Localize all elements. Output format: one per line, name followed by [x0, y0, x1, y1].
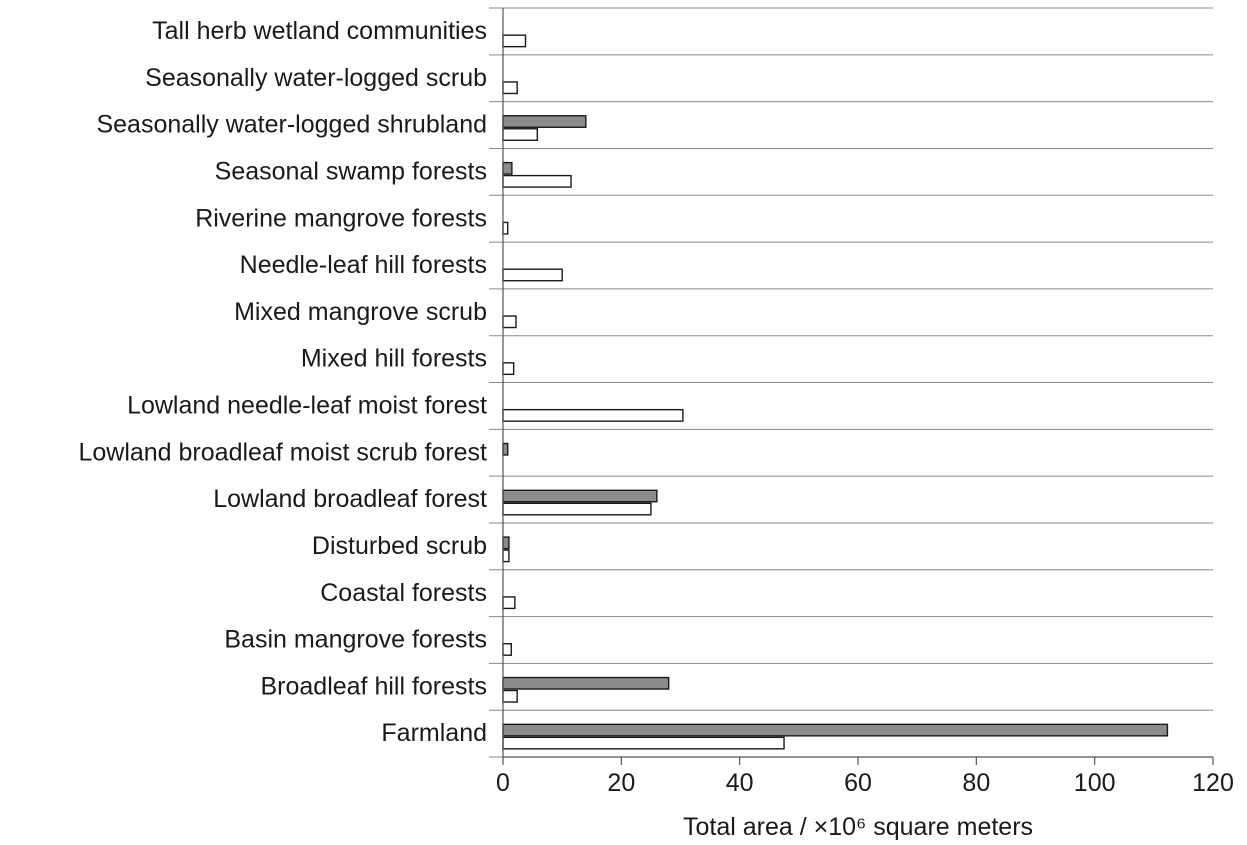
x-tick-label: 60: [844, 769, 872, 797]
category-label: Mixed hill forests: [301, 345, 487, 373]
bar-series-2: [502, 502, 652, 516]
row-separators: [489, 7, 1213, 758]
category-label: Basin mangrove forests: [224, 626, 487, 654]
x-axis-title: Total area / ×10⁶ square meters: [683, 813, 1033, 841]
category-labels: Tall herb wetland communities Seasonally …: [78, 17, 487, 747]
bar-series-2: [502, 549, 510, 563]
bar-series-2: [502, 362, 515, 376]
category-label: Mixed mangrove scrub: [234, 298, 487, 326]
bar-series-2: [502, 268, 563, 282]
bar-series-2: [502, 174, 572, 188]
category-label: Lowland needle-leaf moist forest: [127, 392, 487, 420]
category-label: Disturbed scrub: [312, 532, 487, 560]
category-label: Seasonal swamp forests: [215, 157, 487, 185]
bars: [502, 34, 1169, 750]
category-label: Seasonally water-logged scrub: [145, 64, 487, 92]
bar-series-2: [502, 408, 684, 422]
bar-series-2: [502, 34, 527, 48]
bar-series-2: [502, 81, 518, 95]
bar-series-2: [502, 689, 518, 703]
category-label: Farmland: [381, 719, 487, 747]
category-label: Needle-leaf hill forests: [240, 251, 487, 279]
bar-series-2: [502, 128, 539, 141]
bar-series-1: [502, 115, 587, 128]
bar-series-2: [502, 643, 512, 656]
category-label: Lowland broadleaf forest: [213, 485, 487, 513]
x-tick-label: 20: [607, 769, 635, 797]
bar-series-1: [502, 536, 510, 550]
bar-series-1: [502, 723, 1169, 737]
category-label: Seasonally water-logged shrubland: [96, 111, 487, 139]
bar-series-2: [502, 221, 509, 235]
category-label: Lowland broadleaf moist scrub forest: [78, 438, 487, 466]
bar-series-2: [502, 315, 517, 329]
bar-series-1: [502, 442, 509, 456]
bar-series-2: [502, 736, 785, 750]
bar-series-1: [502, 489, 658, 503]
x-tick-labels: 0 20 40 60 80 100 120: [496, 769, 1234, 797]
bar-series-1: [502, 676, 670, 690]
axes: [502, 8, 1214, 765]
x-tick-label: 0: [496, 769, 510, 797]
x-tick-label: 80: [962, 769, 990, 797]
x-tick-label: 100: [1074, 769, 1116, 797]
bar-series-2: [502, 596, 516, 610]
category-label: Coastal forests: [320, 579, 487, 607]
category-label: Broadleaf hill forests: [260, 672, 487, 700]
category-label: Riverine mangrove forests: [195, 204, 487, 232]
x-tick-label: 40: [726, 769, 754, 797]
category-label: Tall herb wetland communities: [152, 17, 487, 45]
bar-series-1: [502, 161, 513, 175]
x-tick-label: 120: [1192, 769, 1234, 797]
